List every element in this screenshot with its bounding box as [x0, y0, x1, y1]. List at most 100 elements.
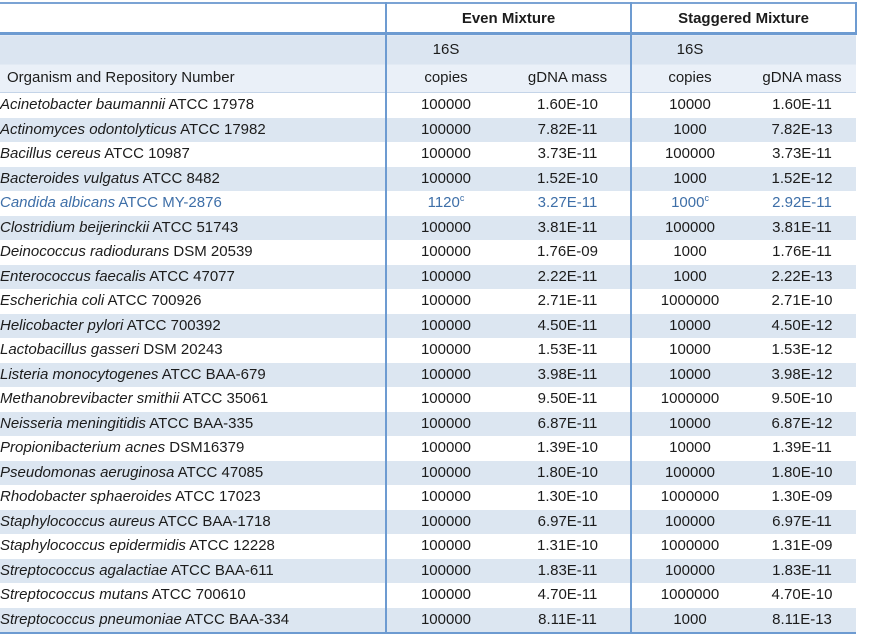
even-gdna-mass-value: 1.80E-10 [537, 463, 598, 481]
staggered-gdna-mass-cell: 1.53E-12 [748, 338, 856, 363]
staggered-16s-copies-cell: 100000 [630, 460, 748, 485]
staggered-gdna-mass-cell: 2.22E-13 [748, 265, 856, 290]
organism-repository: ATCC 17978 [165, 96, 255, 113]
organism-cell: Staphylococcus epidermidis ATCC 12228 [0, 534, 386, 559]
staggered-gdna-mass-value: 4.50E-12 [771, 316, 833, 334]
even-16s-copies-cell: 100000 [385, 142, 505, 167]
staggered-copies-value: 100000 [664, 145, 716, 162]
mixture-header-row: Even Mixture Staggered Mixture [0, 3, 857, 35]
organism-genus-species: Lactobacillus gasseri [0, 341, 140, 358]
organism-column-label: Organism and Repository Number [7, 69, 235, 86]
staggered-gdna-mass-value: 3.81E-11 [772, 218, 832, 236]
table-row: Helicobacter pylori ATCC 700392 100000 4… [0, 313, 856, 338]
staggered-gdna-mass-value: 1.53E-12 [771, 341, 833, 358]
even-copies-value: 100000 [420, 512, 472, 530]
organism-cell: Neisseria meningitidis ATCC BAA-335 [0, 412, 386, 437]
staggered-16s-copies-cell: 10000 [630, 313, 748, 338]
staggered-gdna-mass-cell: 1.31E-09 [748, 534, 856, 559]
even-gdna-mass-cell: 7.82E-11 [505, 118, 631, 143]
staggered-copies-value: 1000 [673, 267, 707, 285]
staggered-copies-value: 100000 [664, 512, 716, 530]
staggered-gdna-mass-value: 6.87E-12 [771, 414, 833, 432]
subheader-even-16s-copies: 16S copies [385, 33, 505, 93]
subheader-staggered-gdna-mass: gDNA mass [748, 33, 856, 93]
staggered-gdna-mass-cell: 1.52E-12 [748, 167, 856, 192]
subheader-organism: Organism and Repository Number [0, 33, 386, 93]
even-gdna-mass-value: 2.71E-11 [537, 292, 598, 309]
organism-repository: ATCC 47077 [145, 267, 235, 285]
staggered-16s-copies-cell: 1000 [630, 240, 748, 265]
even-copies-value: 100000 [420, 586, 472, 603]
staggered-copies-value: 100000 [664, 218, 716, 236]
staggered-gdna-mass-value: 1.83E-11 [772, 561, 832, 579]
even-gdna-mass-value: 1.60E-10 [537, 96, 598, 113]
even-gdna-mass-cell: 1.30E-10 [505, 485, 631, 510]
table-row: Streptococcus mutans ATCC 700610 100000 … [0, 583, 856, 608]
table-row: Staphylococcus aureus ATCC BAA-1718 1000… [0, 509, 856, 535]
staggered-copies-value: 10000 [669, 316, 711, 334]
staggered-gdna-mass-cell: 3.81E-11 [748, 216, 856, 241]
table-row: Pseudomonas aeruginosa ATCC 47085 100000… [0, 460, 856, 486]
organism-repository: ATCC 8482 [139, 169, 220, 187]
organism-genus-species: Staphylococcus epidermidis [0, 537, 186, 554]
organism-genus-species: Propionibacterium acnes [0, 439, 166, 456]
even-copies-value: 100000 [420, 390, 472, 407]
even-gdna-mass-value: 3.27E-11 [537, 194, 598, 211]
organism-cell: Actinomyces odontolyticus ATCC 17982 [0, 118, 386, 143]
organism-cell: Deinococcus radiodurans DSM 20539 [0, 240, 386, 265]
even-16s-copies-cell: 100000 [385, 117, 505, 142]
even-copies-value: 100000 [420, 292, 472, 309]
staggered-16s-copies-cell: 10000 [630, 338, 748, 363]
staggered-16s-copies-cell: 10000 [630, 411, 748, 436]
staggered-16s-label: 16S [676, 41, 704, 58]
even-16s-copies-cell: 100000 [385, 583, 505, 608]
staggered-gdna-mass-value: 2.71E-10 [771, 292, 833, 309]
table-row: Bacillus cereus ATCC 10987 100000 3.73E-… [0, 142, 856, 167]
staggered-gdna-mass-value: 1.60E-11 [772, 96, 832, 113]
even-gdna-mass-cell: 1.80E-10 [505, 461, 631, 486]
organism-genus-species: Methanobrevibacter smithii [0, 390, 180, 407]
staggered-16s-copies-cell: 1000000 [630, 387, 748, 412]
even-gdna-mass-cell: 3.73E-11 [505, 142, 631, 167]
organism-repository: ATCC 35061 [179, 390, 269, 407]
even-16s-copies-cell: 100000 [385, 289, 505, 314]
staggered-copies-footnote: c [704, 193, 709, 203]
even-copies-value: 100000 [420, 488, 472, 505]
staggered-16s-copies-cell: 100000 [630, 509, 748, 534]
staggered-gdna-mass-cell: 1.39E-11 [748, 436, 856, 461]
staggered-16s-copies-cell: 10000 [630, 436, 748, 461]
even-copies-footnote: c [459, 193, 465, 203]
even-copies-value: 100000 [420, 96, 472, 113]
staggered-gdna-mass-cell: 6.87E-12 [748, 412, 856, 437]
organism-genus-species: Enterococcus faecalis [0, 267, 146, 285]
organism-repository: ATCC 47085 [174, 463, 264, 481]
even-16s-copies-cell: 100000 [385, 534, 505, 559]
staggered-gdna-mass-value: 1.76E-11 [772, 243, 832, 260]
organism-repository: ATCC BAA-611 [167, 561, 274, 579]
header-organism-spacer [0, 3, 386, 35]
staggered-gdna-mass-cell: 2.71E-10 [748, 289, 856, 314]
even-gdna-mass-value: 2.22E-11 [537, 267, 598, 285]
table-row: Enterococcus faecalis ATCC 47077 100000 … [0, 264, 856, 290]
staggered-16s-copies-cell: 1000000 [630, 485, 748, 510]
organism-repository: ATCC BAA-679 [158, 365, 266, 383]
staggered-copies-value: 100000 [664, 561, 716, 579]
even-gdna-mass-cell: 6.97E-11 [505, 510, 631, 535]
organism-cell: Clostridium beijerinckii ATCC 51743 [0, 216, 386, 241]
staggered-copies-value: 1000 [673, 610, 707, 628]
even-16s-copies-cell: 100000 [385, 338, 505, 363]
even-gdna-mass-value: 8.11E-11 [538, 610, 597, 628]
organism-repository: DSM16379 [165, 439, 245, 456]
organism-repository: ATCC 17023 [171, 488, 261, 505]
organism-genus-species: Clostridium beijerinckii [0, 218, 150, 236]
staggered-16s-copies-cell: 1000 [630, 117, 748, 142]
staggered-copies-value: 1000000 [660, 537, 720, 554]
table-row: Acinetobacter baumannii ATCC 17978 10000… [0, 92, 856, 118]
even-gdna-mass-value: 3.98E-11 [537, 365, 598, 383]
even-gdna-mass-cell: 6.87E-11 [505, 412, 631, 437]
staggered-gdna-mass-cell: 1.60E-11 [748, 93, 856, 118]
even-gdna-mass-value: 3.81E-11 [537, 218, 598, 236]
staggered-16s-copies-cell: 100000 [630, 142, 748, 167]
staggered-16s-copies-cell: 1000000 [630, 583, 748, 608]
even-gdna-mass-value: 6.87E-11 [537, 414, 598, 432]
